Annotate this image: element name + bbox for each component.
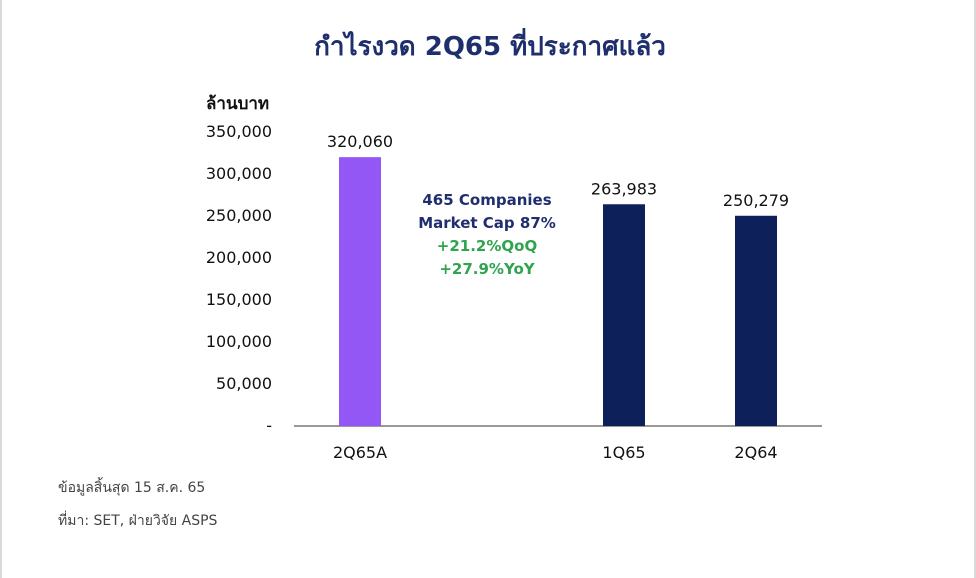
annotation-companies: 465 Companies (422, 191, 552, 209)
annotation-yoy: +27.9%YoY (439, 260, 535, 278)
data-label: 320,060 (327, 132, 393, 151)
y-tick-label: 300,000 (206, 164, 272, 183)
y-tick-label: 350,000 (206, 122, 272, 141)
y-tick-label: 100,000 (206, 332, 272, 351)
bar (735, 215, 777, 426)
x-tick-label: 1Q65 (602, 443, 645, 462)
data-date-note: ข้อมูลสิ้นสุด 15 ส.ค. 65 (58, 480, 206, 496)
y-tick-label: 150,000 (206, 290, 272, 309)
y-axis-unit-label: ล้านบาท (206, 94, 270, 114)
y-tick-label: 200,000 (206, 248, 272, 267)
y-tick-label: - (266, 416, 272, 435)
data-label: 263,983 (591, 179, 657, 198)
bar (339, 157, 381, 426)
x-tick-label: 2Q64 (734, 443, 777, 462)
y-tick-label: 50,000 (216, 374, 272, 393)
source-note: ที่มา: SET, ฝ่ายวิจัย ASPS (58, 513, 218, 529)
data-label: 250,279 (723, 191, 789, 210)
annotation-qoq: +21.2%QoQ (436, 237, 538, 255)
chart-title: กำไรงวด 2Q65 ที่ประกาศแล้ว (314, 32, 666, 62)
summary-annotation: 465 Companies Market Cap 87% +21.2%QoQ +… (397, 189, 577, 281)
annotation-market-cap: Market Cap 87% (418, 214, 556, 232)
x-tick-label: 2Q65A (333, 443, 387, 462)
y-tick-label: 250,000 (206, 206, 272, 225)
bar (603, 204, 645, 426)
